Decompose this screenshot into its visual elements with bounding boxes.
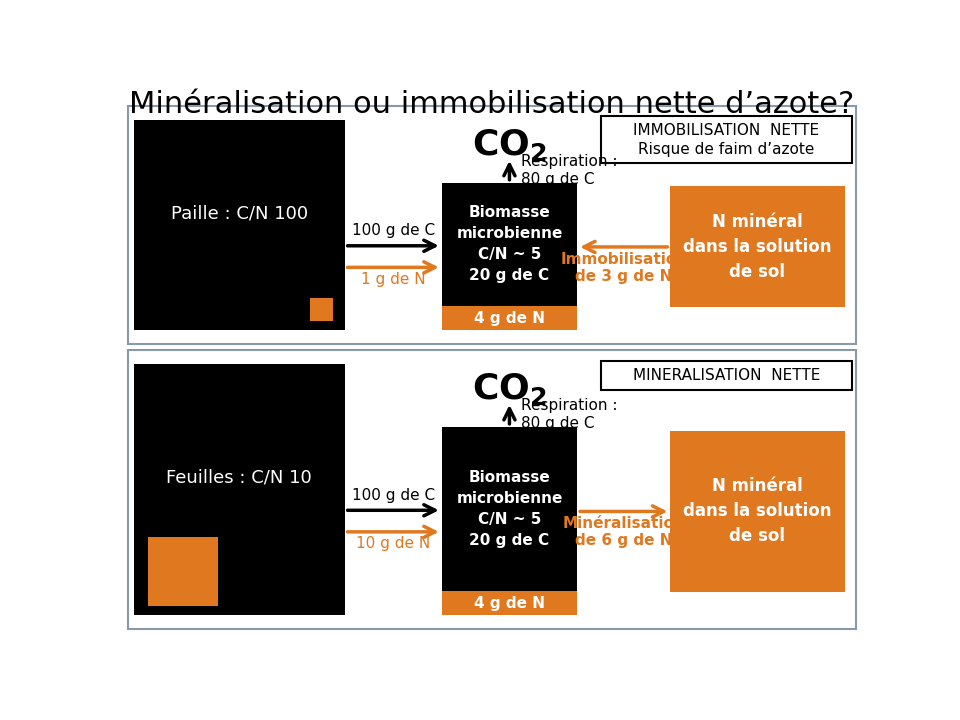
- Bar: [601, 361, 852, 390]
- Text: N minéral
dans la solution
de sol: N minéral dans la solution de sol: [684, 213, 831, 281]
- Text: 1 g de N: 1 g de N: [361, 272, 425, 287]
- Bar: [442, 183, 577, 330]
- Text: Biomasse
microbienne
C/N ~ 5
20 g de C: Biomasse microbienne C/N ~ 5 20 g de C: [456, 205, 563, 283]
- Text: 4 g de N: 4 g de N: [474, 595, 545, 611]
- Text: Immobilisation
de 3 g de N: Immobilisation de 3 g de N: [561, 251, 687, 284]
- Text: Minéralisation
de 6 g de N: Minéralisation de 6 g de N: [563, 516, 685, 549]
- Bar: [442, 590, 577, 616]
- Bar: [128, 350, 856, 629]
- Text: $\mathbf{CO_2}$: $\mathbf{CO_2}$: [472, 372, 547, 408]
- Text: MINERALISATION  NETTE: MINERALISATION NETTE: [633, 368, 820, 382]
- Text: IMMOBILISATION  NETTE: IMMOBILISATION NETTE: [634, 123, 820, 138]
- Text: 10 g de N: 10 g de N: [356, 536, 430, 552]
- Text: Feuilles : C/N 10: Feuilles : C/N 10: [166, 469, 312, 487]
- Text: 100 g de C: 100 g de C: [351, 223, 435, 238]
- Text: Risque de faim d’azote: Risque de faim d’azote: [638, 142, 815, 157]
- Bar: [442, 306, 577, 330]
- Text: Biomasse
microbienne
C/N ~ 5
20 g de C: Biomasse microbienne C/N ~ 5 20 g de C: [456, 469, 563, 548]
- Bar: [134, 364, 345, 616]
- Bar: [442, 427, 577, 616]
- Text: Paille : C/N 100: Paille : C/N 100: [171, 204, 308, 222]
- Text: N minéral
dans la solution
de sol: N minéral dans la solution de sol: [684, 477, 831, 546]
- Text: 4 g de N: 4 g de N: [474, 310, 545, 325]
- Bar: [148, 537, 218, 606]
- Bar: [670, 431, 845, 593]
- Bar: [128, 106, 856, 344]
- Text: Minéralisation ou immobilisation nette d’azote?: Minéralisation ou immobilisation nette d…: [130, 90, 854, 120]
- Bar: [601, 117, 852, 163]
- Text: Respiration :
80 g de C: Respiration : 80 g de C: [521, 398, 617, 431]
- Bar: [670, 186, 845, 307]
- Bar: [310, 298, 333, 321]
- Text: Respiration :
80 g de C: Respiration : 80 g de C: [521, 154, 617, 186]
- Bar: [134, 120, 345, 330]
- Text: $\mathbf{CO_2}$: $\mathbf{CO_2}$: [472, 127, 547, 163]
- Text: 100 g de C: 100 g de C: [351, 487, 435, 503]
